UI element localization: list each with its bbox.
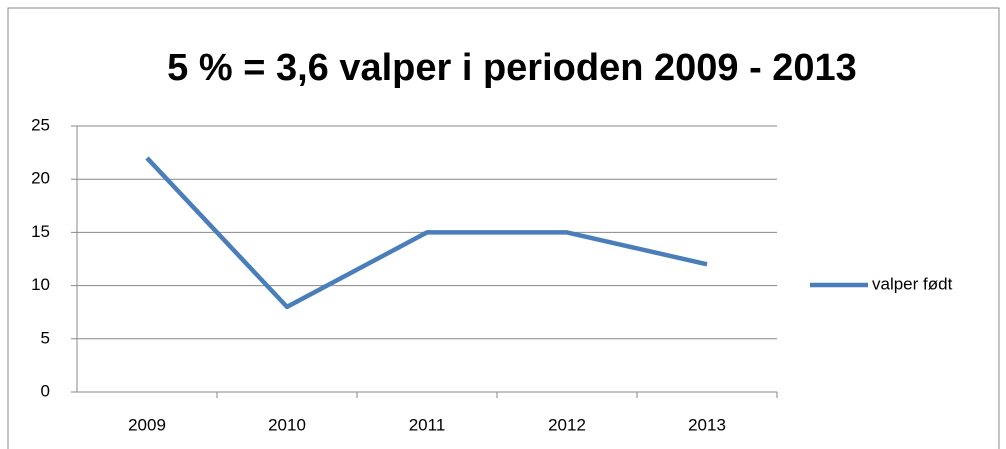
y-tick-label: 5 (41, 328, 50, 347)
x-tick-label: 2013 (688, 415, 726, 434)
x-tick-label: 2012 (548, 415, 586, 434)
y-tick-label: 20 (31, 169, 50, 188)
y-tick-label: 0 (41, 381, 50, 400)
line-series (145, 156, 708, 310)
y-tick-label: 25 (31, 115, 50, 134)
x-tick-label: 2011 (409, 415, 446, 434)
y-tick-label: 15 (31, 222, 50, 241)
legend-label: valper født (872, 274, 953, 293)
chart-border (7, 7, 1000, 449)
x-tick-label: 2009 (128, 415, 166, 434)
y-tick-label: 10 (31, 275, 50, 294)
x-tick-label: 2010 (268, 415, 306, 434)
chart-title: 5 % = 3,6 valper i perioden 2009 - 2013 (167, 47, 857, 89)
